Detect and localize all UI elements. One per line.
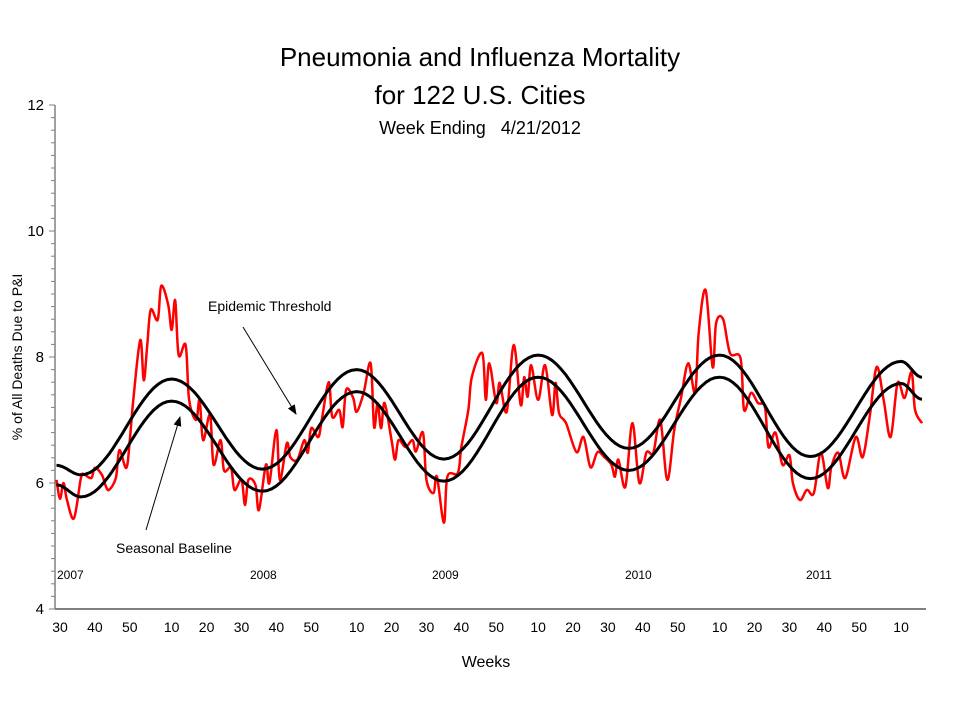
baseline-arrow [145, 416, 182, 531]
threshold-arrow [242, 326, 297, 415]
x-tick-label: 10 [893, 619, 909, 635]
x-tick-label: 40 [87, 619, 103, 635]
chart-title-line2: for 122 U.S. Cities [375, 80, 586, 110]
chart-subtitle: Week Ending 4/21/2012 [379, 118, 581, 138]
x-tick-label: 40 [817, 619, 833, 635]
x-tick-label: 20 [565, 619, 581, 635]
x-tick-label: 10 [712, 619, 728, 635]
x-tick-label: 20 [199, 619, 215, 635]
y-tick-label: 10 [27, 223, 44, 240]
series-layer [55, 284, 924, 524]
y-axis: 4 6 8 10 12 [27, 97, 56, 618]
threshold-series-line [56, 353, 923, 477]
x-tick-label: 10 [530, 619, 546, 635]
year-label-2011: 2011 [806, 568, 832, 582]
x-tick-label: 40 [635, 619, 651, 635]
x-axis: 30 40 50 10 20 30 40 50 10 20 30 40 50 10 20 30 40 50 10 20… [52, 608, 926, 635]
x-tick-label: 50 [670, 619, 686, 635]
observed-series-line [55, 284, 924, 524]
y-axis-label: % of All Deaths Due to P&I [9, 274, 25, 441]
x-tick-label: 40 [454, 619, 470, 635]
x-tick-label: 30 [419, 619, 435, 635]
year-label-2010: 2010 [625, 568, 652, 582]
y-tick-label: 4 [36, 601, 44, 618]
y-tick-label: 6 [36, 475, 44, 492]
x-tick-label: 50 [122, 619, 138, 635]
x-tick-label: 30 [52, 619, 68, 635]
y-tick-label: 8 [36, 349, 44, 366]
x-tick-label: 30 [600, 619, 616, 635]
x-tick-label: 50 [851, 619, 867, 635]
x-tick-label: 50 [303, 619, 319, 635]
x-tick-label: 40 [269, 619, 285, 635]
y-tick-label: 12 [27, 97, 44, 114]
baseline-series-line [56, 375, 923, 499]
epidemic-threshold-annotation: Epidemic Threshold [208, 298, 331, 314]
year-label-2008: 2008 [250, 568, 277, 582]
x-tick-label: 10 [164, 619, 180, 635]
seasonal-baseline-annotation: Seasonal Baseline [116, 540, 232, 556]
chart-title: Pneumonia and Influenza Mortality [280, 42, 680, 72]
year-label-2009: 2009 [432, 568, 459, 582]
x-tick-label: 30 [234, 619, 250, 635]
year-label-2007: 2007 [57, 568, 84, 582]
x-axis-label: Weeks [462, 654, 511, 671]
x-tick-label: 20 [747, 619, 763, 635]
x-tick-label: 20 [384, 619, 400, 635]
x-tick-label: 50 [488, 619, 504, 635]
x-tick-label: 10 [349, 619, 365, 635]
x-tick-label: 30 [782, 619, 798, 635]
